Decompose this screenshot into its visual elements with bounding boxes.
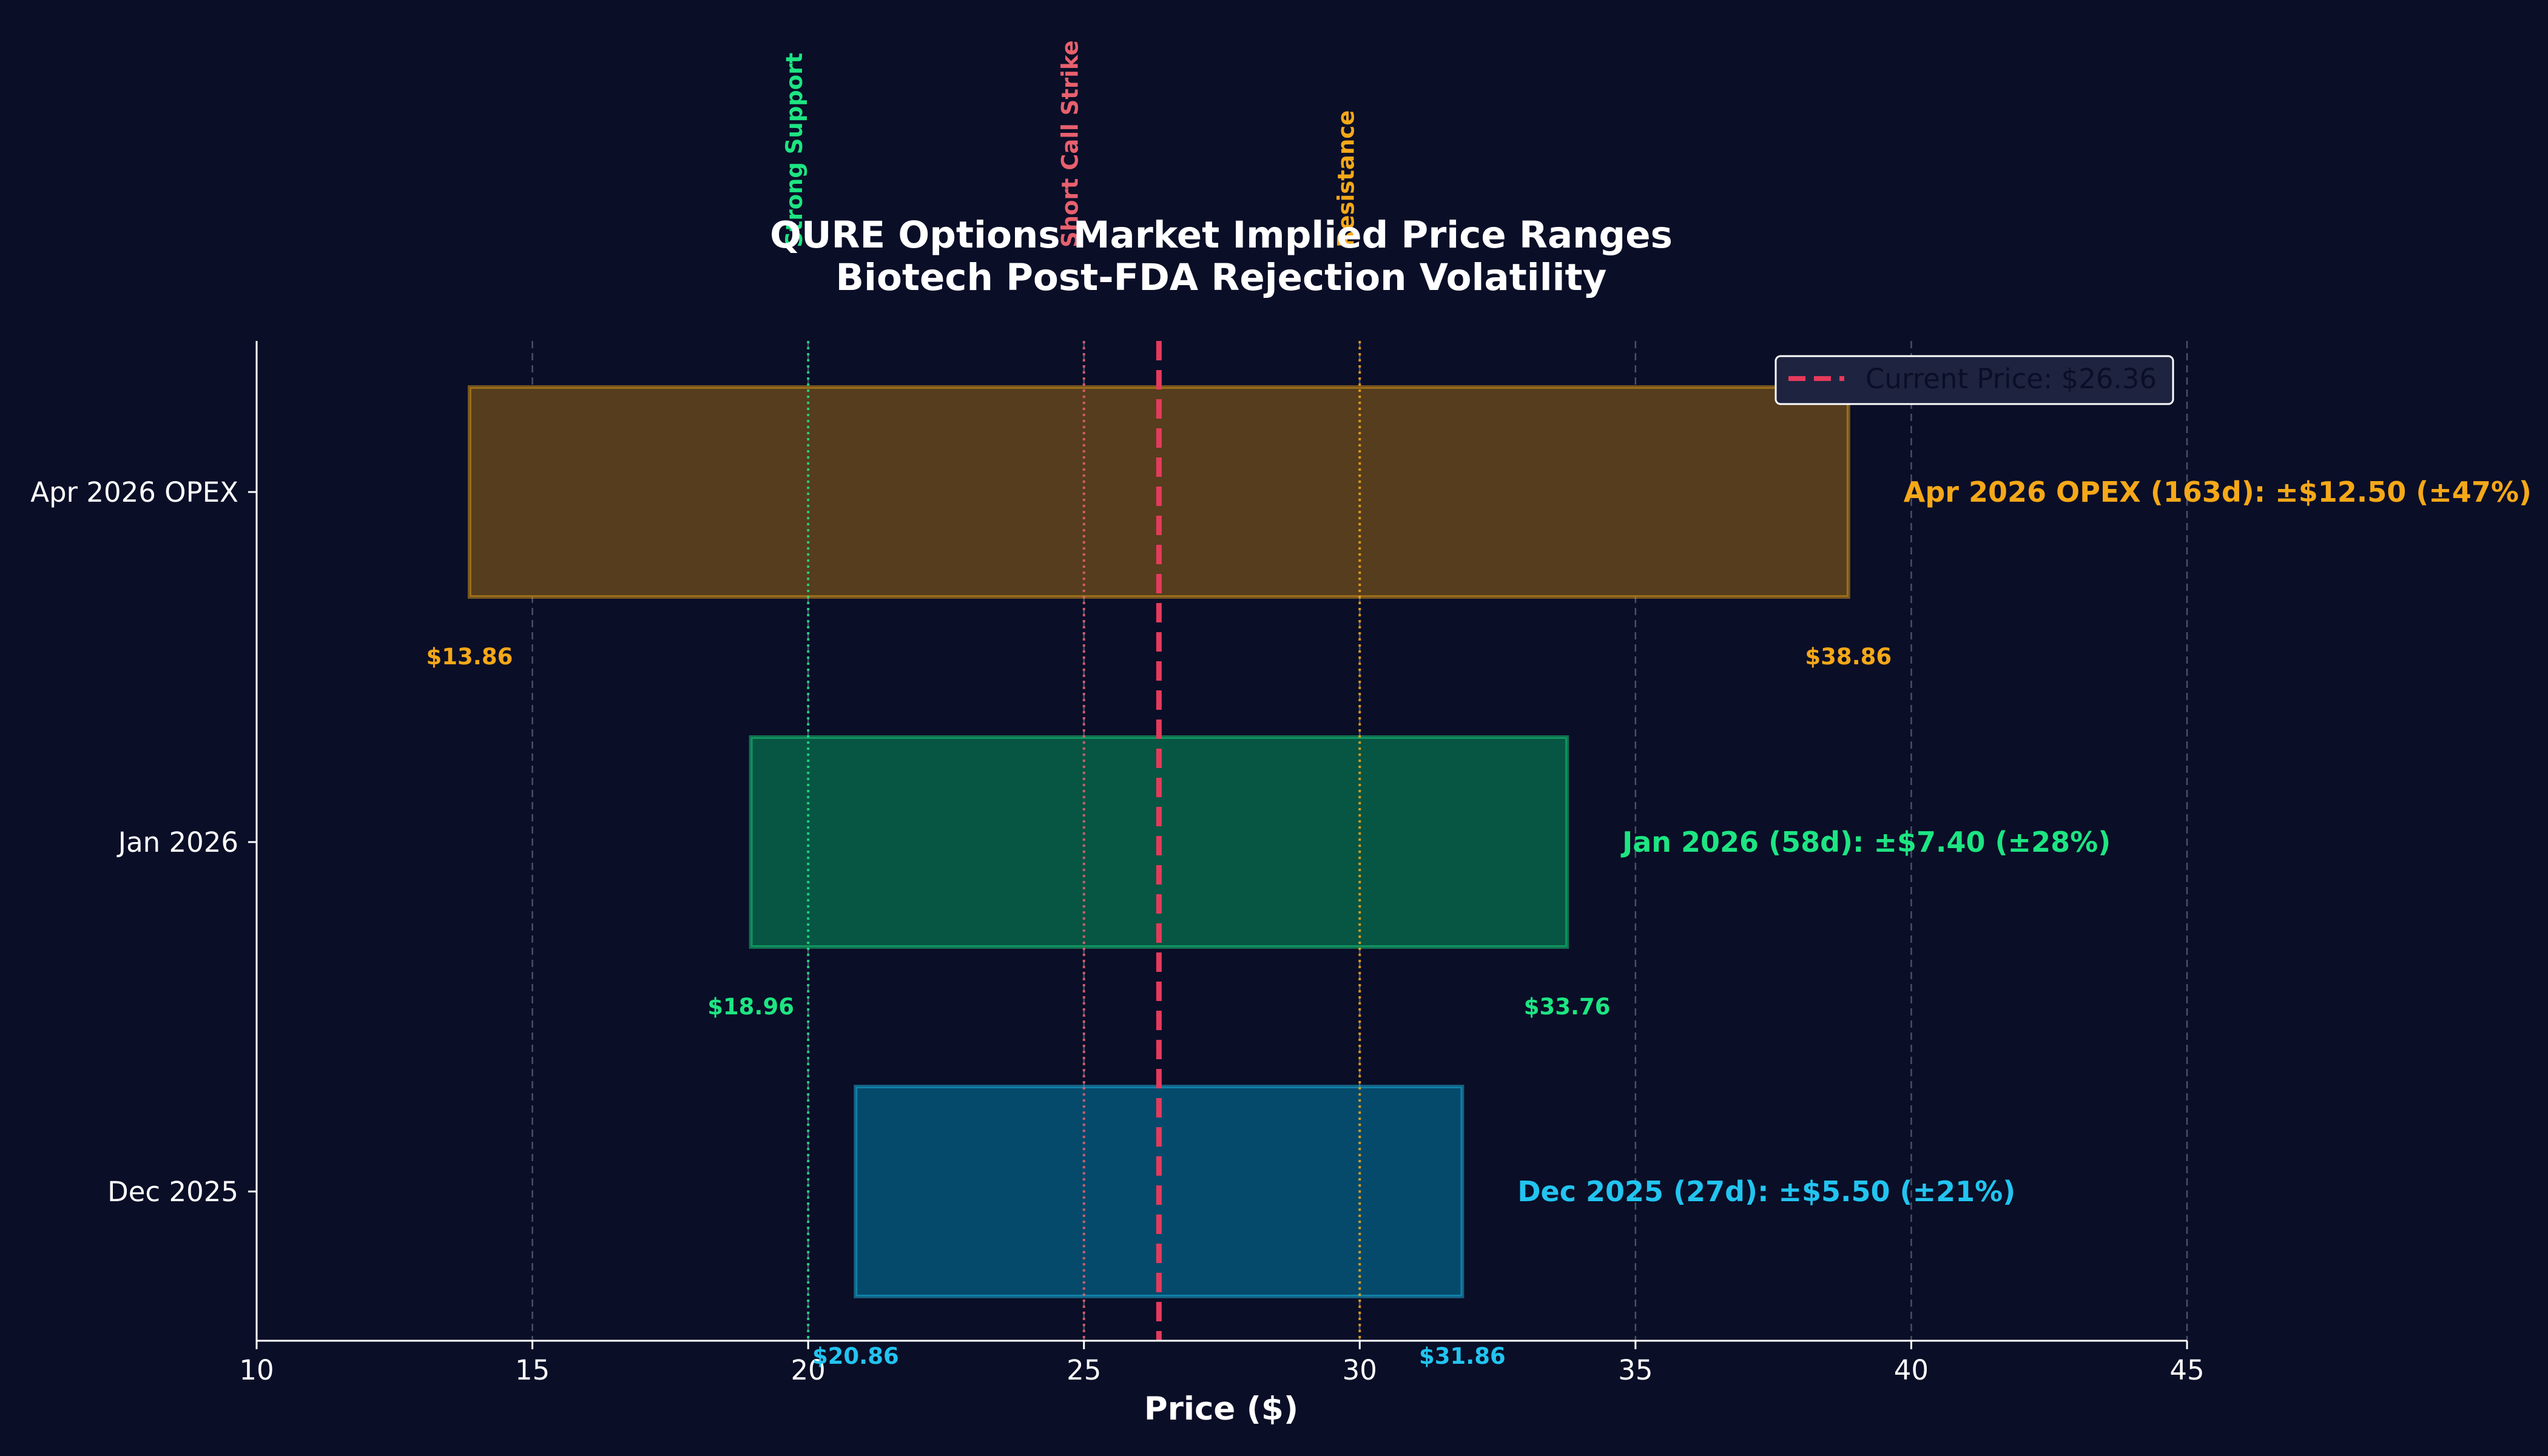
y-tick-label-jan-2026: Jan 2026 [116, 826, 238, 858]
x-tick-label-15: 15 [515, 1354, 550, 1386]
y-tick-label-dec-2025: Dec 2025 [107, 1176, 238, 1208]
range-annotation-apr-2026-opex: Apr 2026 OPEX (163d): ±$12.50 (±47%) [1904, 476, 2532, 508]
legend-box [1774, 355, 2174, 405]
x-axis-title: Price ($) [1144, 1390, 1298, 1427]
high-bound-label-apr-2026-opex: $38.86 [1805, 644, 1892, 670]
x-tick-label-10: 10 [239, 1354, 274, 1386]
chart-subtitle: Biotech Post-FDA Rejection Volatility [836, 256, 1607, 299]
reference-lines [807, 341, 1361, 1341]
x-tick-label-25: 25 [1067, 1354, 1101, 1386]
legend-current-price-label: Current Price: $26.36 [1866, 363, 2157, 395]
high-bound-label-jan-2026: $33.76 [1524, 994, 1611, 1020]
x-tick-label-20: 20 [791, 1354, 826, 1386]
low-bound-label-jan-2026: $18.96 [707, 994, 794, 1020]
ref-label-short-call-strike: Short Call Strike [1057, 40, 1084, 248]
axes: 10 15 20 25 30 35 40 45 Dec 2025 Jan 2026 Apr 2026… [30, 341, 2205, 1386]
low-bound-label-apr-2026-opex: $13.86 [426, 644, 513, 670]
x-tick-label-35: 35 [1618, 1354, 1653, 1386]
ref-label-resistance: Resistance [1333, 110, 1359, 248]
x-tick-label-40: 40 [1894, 1354, 1929, 1386]
y-tick-label-apr-2026-opex: Apr 2026 OPEX [30, 476, 238, 508]
high-bound-label-dec-2025: $31.86 [1419, 1343, 1506, 1369]
ref-label-strong-support: Strong Support [781, 53, 807, 248]
x-tick-label-45: 45 [2169, 1354, 2204, 1386]
chart-title: QURE Options Market Implied Price Ranges [770, 214, 1673, 257]
data-labels: $20.86 $31.86 Dec 2025 (27d): ±$5.50 (±21%… [426, 40, 2532, 1369]
range-annotation-jan-2026: Jan 2026 (58d): ±$7.40 (±28%) [1620, 826, 2111, 858]
low-bound-label-dec-2025: $20.86 [812, 1343, 899, 1369]
x-tick-label-30: 30 [1343, 1354, 1377, 1386]
range-annotation-dec-2025: Dec 2025 (27d): ±$5.50 (±21%) [1517, 1175, 2015, 1208]
legend: Current Price: $26.36 [1774, 355, 2174, 405]
